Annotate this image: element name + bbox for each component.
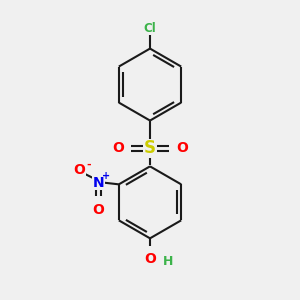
Text: O: O (93, 203, 104, 217)
Text: O: O (112, 141, 124, 155)
Text: S: S (144, 140, 156, 158)
Text: N: N (93, 176, 104, 190)
Text: Cl: Cl (144, 22, 156, 35)
Text: H: H (162, 255, 173, 268)
Text: +: + (102, 170, 110, 181)
Text: O: O (144, 252, 156, 266)
Text: O: O (176, 141, 188, 155)
Text: O: O (74, 163, 86, 177)
Text: -: - (86, 159, 91, 170)
